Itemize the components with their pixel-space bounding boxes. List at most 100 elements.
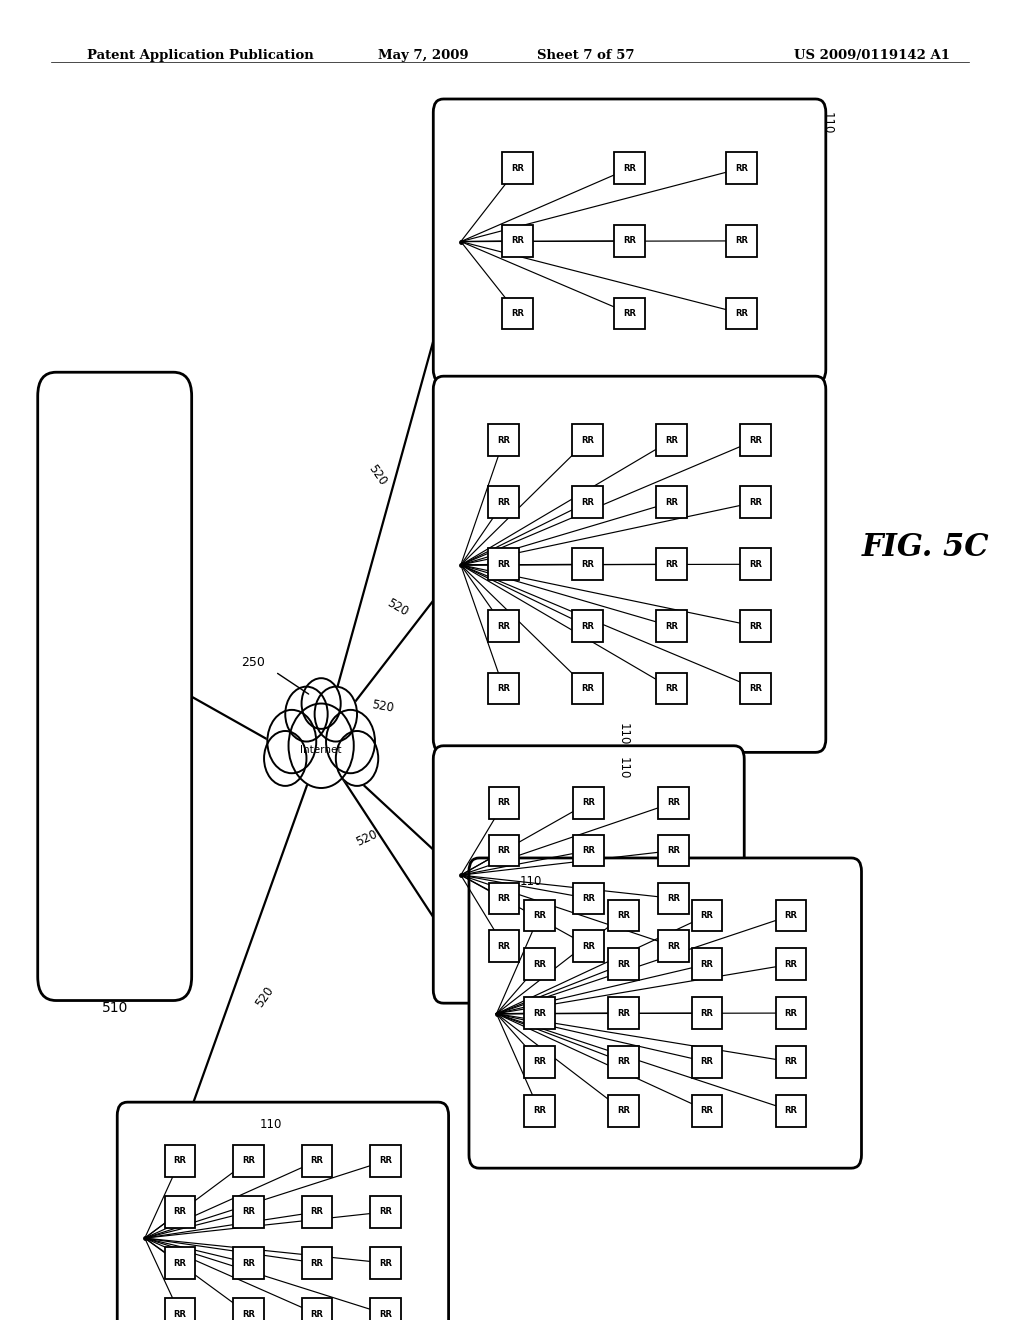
FancyBboxPatch shape [740,424,771,455]
FancyBboxPatch shape [740,610,771,642]
FancyBboxPatch shape [608,1094,639,1126]
FancyBboxPatch shape [371,1144,401,1176]
FancyBboxPatch shape [776,1045,806,1077]
Text: RR: RR [498,941,511,950]
FancyBboxPatch shape [488,424,519,455]
FancyBboxPatch shape [776,1094,806,1126]
Text: RR: RR [784,911,798,920]
Circle shape [302,678,341,729]
Text: RR: RR [700,1106,714,1115]
Text: 110: 110 [820,112,834,133]
FancyBboxPatch shape [488,883,519,915]
Text: RR: RR [784,1106,798,1115]
FancyBboxPatch shape [371,1299,401,1320]
Circle shape [314,686,357,742]
Text: RR: RR [242,1156,255,1166]
FancyBboxPatch shape [302,1196,333,1228]
Circle shape [289,704,353,788]
FancyBboxPatch shape [572,424,603,455]
FancyBboxPatch shape [503,152,534,183]
FancyBboxPatch shape [608,948,639,979]
Text: 110: 110 [616,758,630,779]
Text: RR: RR [581,684,594,693]
FancyBboxPatch shape [614,297,645,329]
Text: Sheet 7 of 57: Sheet 7 of 57 [538,49,635,62]
FancyBboxPatch shape [608,1045,639,1077]
FancyBboxPatch shape [38,372,191,1001]
FancyBboxPatch shape [233,1299,264,1320]
Text: RR: RR [310,1156,324,1166]
Text: 520: 520 [354,828,380,849]
FancyBboxPatch shape [608,997,639,1028]
FancyBboxPatch shape [488,610,519,642]
FancyBboxPatch shape [658,787,689,818]
Text: RR: RR [735,164,748,173]
FancyBboxPatch shape [614,152,645,183]
Text: RR: RR [700,1057,714,1067]
Text: RR: RR [379,1156,392,1166]
Text: 110: 110 [616,723,630,744]
Text: 520: 520 [385,597,411,618]
FancyBboxPatch shape [614,224,645,256]
Text: RR: RR [532,1008,546,1018]
FancyBboxPatch shape [726,224,757,256]
FancyBboxPatch shape [488,834,519,866]
Text: Patent Application Publication: Patent Application Publication [87,49,313,62]
Text: Internet: Internet [300,744,342,755]
Text: RR: RR [623,309,636,318]
Text: RR: RR [174,1309,186,1319]
Text: RR: RR [749,498,762,507]
FancyBboxPatch shape [524,899,555,931]
Text: RR: RR [498,799,511,808]
FancyBboxPatch shape [776,899,806,931]
Text: RR: RR [379,1258,392,1267]
FancyBboxPatch shape [302,1247,333,1279]
Text: RR: RR [174,1258,186,1267]
FancyBboxPatch shape [488,787,519,818]
Text: RR: RR [749,560,762,569]
Text: FIG. 5C: FIG. 5C [861,532,989,564]
FancyBboxPatch shape [371,1196,401,1228]
FancyBboxPatch shape [656,610,687,642]
FancyBboxPatch shape [726,152,757,183]
Text: RR: RR [498,560,510,569]
Text: RR: RR [700,960,714,969]
FancyBboxPatch shape [572,548,603,579]
FancyBboxPatch shape [233,1196,264,1228]
FancyBboxPatch shape [524,1094,555,1126]
Text: RR: RR [242,1309,255,1319]
Text: 110: 110 [520,875,543,888]
FancyBboxPatch shape [656,486,687,517]
FancyBboxPatch shape [433,99,825,383]
Circle shape [267,710,316,774]
Text: RR: RR [784,1057,798,1067]
Text: RR: RR [623,236,636,246]
Text: RR: RR [242,1208,255,1216]
Text: RR: RR [532,911,546,920]
Text: RR: RR [616,960,630,969]
FancyBboxPatch shape [488,672,519,704]
FancyBboxPatch shape [608,899,639,931]
FancyBboxPatch shape [776,997,806,1028]
FancyBboxPatch shape [740,486,771,517]
FancyBboxPatch shape [371,1247,401,1279]
Text: RR: RR [616,911,630,920]
Text: RR: RR [616,1057,630,1067]
FancyBboxPatch shape [656,548,687,579]
FancyBboxPatch shape [433,746,744,1003]
FancyBboxPatch shape [573,834,604,866]
Text: RR: RR [498,622,510,631]
Text: RR: RR [310,1258,324,1267]
Text: RR: RR [735,236,748,246]
FancyBboxPatch shape [573,931,604,962]
FancyBboxPatch shape [692,1094,723,1126]
Circle shape [326,710,375,774]
Text: RR: RR [581,436,594,445]
Text: RR: RR [700,1008,714,1018]
FancyBboxPatch shape [488,548,519,579]
FancyBboxPatch shape [658,883,689,915]
Text: RR: RR [583,799,595,808]
Text: RR: RR [532,960,546,969]
Text: RR: RR [511,309,524,318]
FancyBboxPatch shape [503,297,534,329]
